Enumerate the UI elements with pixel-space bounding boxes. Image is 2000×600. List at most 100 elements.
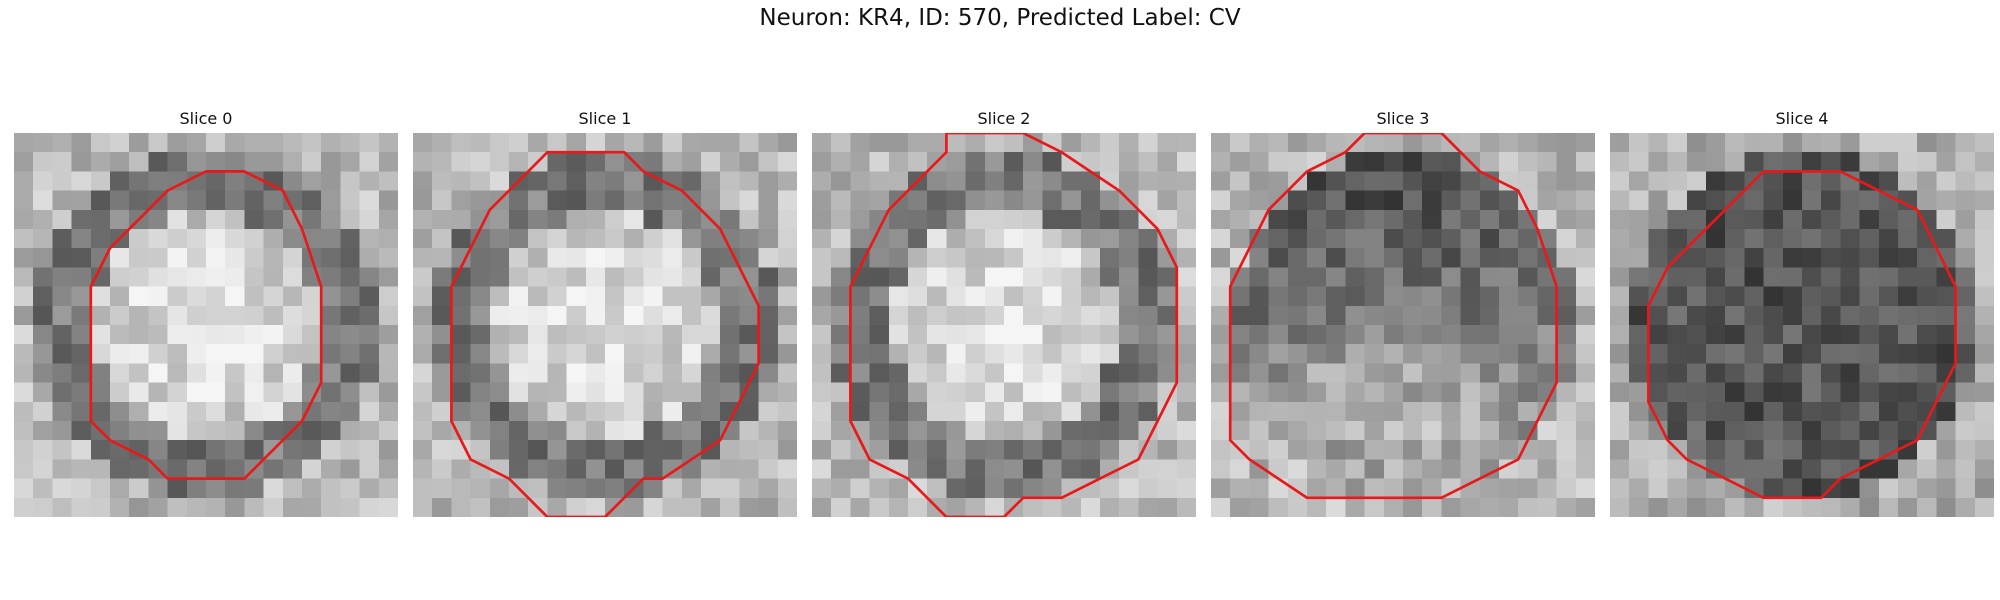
image-pixel <box>186 152 207 172</box>
image-pixel <box>1955 209 1976 230</box>
image-pixel <box>1326 497 1346 517</box>
image-pixel <box>946 382 966 403</box>
image-pixel <box>1307 363 1327 383</box>
image-pixel <box>1648 267 1668 287</box>
image-pixel <box>1460 497 1481 517</box>
image-pixel <box>1859 382 1880 403</box>
image-pixel <box>566 133 587 153</box>
image-pixel <box>758 133 779 153</box>
image-pixel <box>378 152 398 172</box>
image-pixel <box>888 248 909 268</box>
image-pixel <box>302 363 322 383</box>
image-pixel <box>1840 248 1860 268</box>
image-pixel <box>206 459 226 479</box>
image-pixel <box>1667 382 1688 403</box>
image-pixel <box>927 421 947 441</box>
image-pixel <box>850 305 870 326</box>
image-pixel <box>1859 305 1880 326</box>
image-pixel <box>1100 459 1120 479</box>
image-pixel <box>547 440 567 460</box>
image-pixel <box>1706 152 1726 172</box>
image-pixel <box>850 421 870 441</box>
image-pixel <box>1042 363 1062 383</box>
image-pixel <box>1080 267 1101 287</box>
image-pixel <box>1556 344 1577 364</box>
image-pixel <box>509 286 529 307</box>
image-pixel <box>1422 363 1442 383</box>
image-pixel <box>110 440 130 460</box>
image-pixel <box>1610 286 1630 307</box>
slice-image <box>1610 133 1994 517</box>
image-pixel <box>701 229 721 249</box>
image-pixel <box>1157 209 1178 230</box>
image-pixel <box>1629 190 1649 211</box>
image-pixel <box>1859 267 1880 287</box>
image-pixel <box>1176 382 1196 403</box>
image-pixel <box>1326 209 1346 230</box>
image-pixel <box>908 133 928 153</box>
image-pixel <box>1744 440 1764 460</box>
image-pixel <box>984 152 1005 172</box>
image-pixel <box>547 133 567 153</box>
image-pixel <box>52 286 72 307</box>
image-pixel <box>1537 171 1557 191</box>
image-pixel <box>90 459 111 479</box>
image-pixel <box>1575 267 1595 287</box>
image-pixel <box>1100 478 1120 499</box>
image-pixel <box>71 421 92 441</box>
image-pixel <box>758 478 779 499</box>
image-pixel <box>850 497 870 517</box>
image-pixel <box>1479 478 1500 499</box>
image-pixel <box>547 248 567 268</box>
image-pixel <box>720 133 740 153</box>
image-pixel <box>470 344 491 364</box>
image-pixel <box>888 267 909 287</box>
image-pixel <box>739 325 759 345</box>
image-pixel <box>263 305 284 326</box>
image-pixel <box>1230 421 1250 441</box>
image-pixel <box>528 478 548 499</box>
image-pixel <box>1287 401 1308 422</box>
image-pixel <box>71 325 92 345</box>
image-pixel <box>1898 171 1918 191</box>
image-pixel <box>1629 421 1649 441</box>
image-pixel <box>451 133 471 153</box>
image-pixel <box>643 344 663 364</box>
image-pixel <box>624 325 644 345</box>
image-pixel <box>965 171 986 191</box>
image-pixel <box>1556 459 1577 479</box>
image-pixel <box>110 478 130 499</box>
image-pixel <box>812 267 832 287</box>
image-pixel <box>1917 382 1937 403</box>
image-pixel <box>1230 152 1250 172</box>
image-pixel <box>1345 286 1365 307</box>
image-pixel <box>1441 305 1461 326</box>
image-pixel <box>605 305 625 326</box>
image-pixel <box>489 305 510 326</box>
image-pixel <box>148 382 168 403</box>
image-pixel <box>167 325 188 345</box>
image-pixel <box>739 382 759 403</box>
image-pixel <box>528 459 548 479</box>
image-pixel <box>225 459 245 479</box>
image-pixel <box>1917 478 1937 499</box>
image-pixel <box>1138 401 1158 422</box>
image-pixel <box>148 267 168 287</box>
image-pixel <box>1898 478 1918 499</box>
image-pixel <box>1974 286 1994 307</box>
image-pixel <box>1176 305 1196 326</box>
image-pixel <box>758 497 779 517</box>
image-pixel <box>71 478 92 499</box>
image-pixel <box>340 190 360 211</box>
image-pixel <box>1460 171 1481 191</box>
image-pixel <box>509 190 529 211</box>
image-pixel <box>662 152 683 172</box>
image-pixel <box>1138 229 1158 249</box>
image-pixel <box>739 171 759 191</box>
image-pixel <box>605 286 625 307</box>
image-pixel <box>1403 190 1423 211</box>
image-pixel <box>1061 152 1082 172</box>
image-pixel <box>1042 190 1062 211</box>
image-pixel <box>1859 478 1880 499</box>
image-pixel <box>1119 152 1139 172</box>
